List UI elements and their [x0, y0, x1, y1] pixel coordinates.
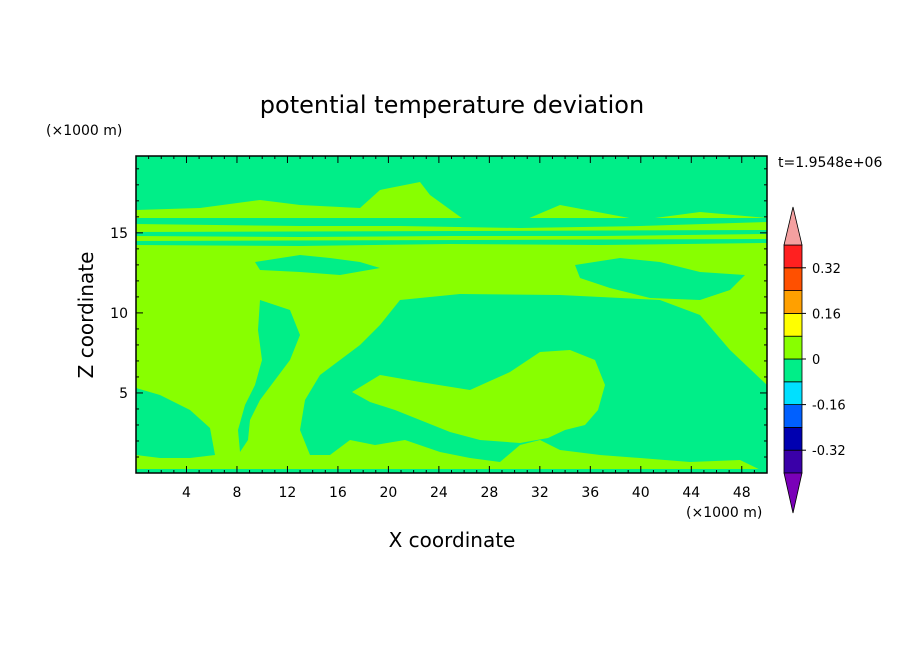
colorbar-segment	[783, 312, 803, 337]
x-tick-label: 16	[329, 485, 347, 501]
colorbar-segment	[783, 335, 803, 360]
plot-frame	[135, 155, 768, 474]
y-tick-label: 5	[119, 386, 128, 402]
upper-layer-region	[136, 156, 767, 224]
x-tick-label: 48	[733, 485, 751, 501]
x-tick-label: 32	[531, 485, 549, 501]
x-tick-label: 40	[632, 485, 650, 501]
colorbar-segment	[783, 244, 803, 269]
colorbar-segment	[783, 426, 803, 451]
x-tick-label: 28	[480, 485, 498, 501]
y-unit-label: (×1000 m)	[46, 123, 122, 139]
x-tick-label: 8	[232, 485, 241, 501]
colorbar-segment	[783, 290, 803, 314]
upper-patch-right	[575, 258, 745, 300]
x-tick-label: 20	[379, 485, 397, 501]
left-plume	[238, 300, 300, 452]
colorbar-segment	[783, 381, 803, 405]
colorbar: 0.32 0.16 0 -0.16 -0.32	[783, 206, 846, 514]
y-tick-label: 10	[110, 306, 128, 322]
y-axis-label: Z coordinate	[74, 252, 98, 379]
colorbar-over-arrow	[783, 206, 803, 246]
central-positive-core	[352, 350, 605, 443]
y-tick-label: 15	[110, 226, 128, 242]
stratified-band-1	[136, 218, 767, 228]
x-tick-label: 4	[182, 485, 191, 501]
x-tick-label: 12	[279, 485, 297, 501]
x-axis-label: X coordinate	[389, 528, 516, 552]
colorbar-segment	[783, 404, 803, 428]
x-tick-label: 44	[682, 485, 700, 501]
colorbar-tick-label: 0	[812, 353, 820, 368]
colorbar-under-arrow	[783, 472, 803, 514]
stratified-band-3	[136, 239, 767, 246]
contour-field	[136, 156, 767, 473]
time-label: t=1.9548e+06	[778, 155, 882, 171]
x-unit-label: (×1000 m)	[686, 505, 762, 521]
left-lower-patch	[136, 388, 215, 458]
x-tick-label: 36	[581, 485, 599, 501]
colorbar-segment	[783, 449, 803, 474]
y-axis-ticks: 5 10 15	[110, 168, 767, 458]
colorbar-tick-label: -0.16	[812, 399, 846, 414]
colorbar-segment	[783, 358, 803, 383]
colorbar-segment	[783, 267, 803, 291]
colorbar-tick-label: 0.16	[812, 307, 841, 322]
x-tick-label: 24	[430, 485, 448, 501]
chart-title: potential temperature deviation	[260, 91, 644, 119]
stratified-band-2	[136, 230, 767, 237]
colorbar-tick-label: 0.32	[812, 262, 841, 277]
x-axis-ticks: 4 8 12 16 20 24 28 32 36 40 44 48	[148, 156, 755, 501]
upper-patch-left	[255, 255, 380, 275]
colorbar-tick-label: -0.32	[812, 444, 846, 459]
